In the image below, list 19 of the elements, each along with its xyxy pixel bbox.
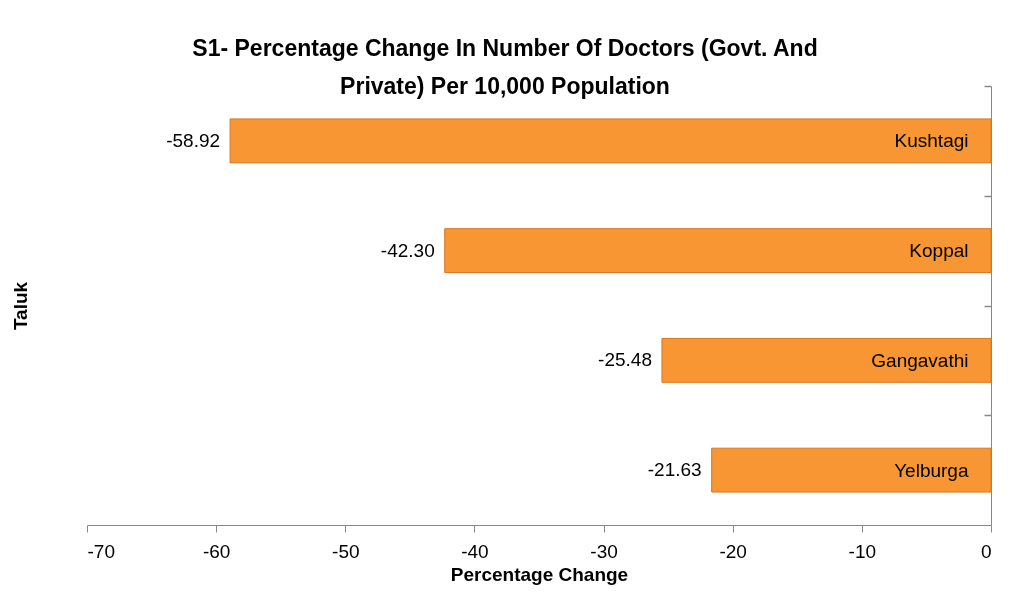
x-tick-label: 0	[980, 540, 992, 562]
data-label: -58.92	[166, 129, 221, 151]
data-label: -42.30	[380, 239, 435, 261]
y-tick-label: Kushtagi	[894, 130, 969, 152]
y-tick-label: Yelburga	[894, 459, 969, 481]
chart-title: S1- Percentage Change In Number Of Doctors (Govt. And Private) Per 10,000 Population	[192, 35, 818, 100]
x-axis-title: Percentage Change	[450, 563, 629, 585]
x-tick-label: -40	[461, 540, 489, 562]
y-tick-label: Gangavathi	[871, 349, 969, 371]
y-axis-title: Taluk	[9, 281, 31, 331]
x-tick-label: -60	[202, 540, 231, 562]
x-tick-label: -50	[332, 540, 360, 562]
x-tick-label: -20	[719, 540, 747, 562]
x-tick-label: -10	[848, 540, 877, 562]
x-tick-label: -30	[590, 540, 618, 562]
y-tick-label: Koppal	[909, 240, 969, 262]
x-tick-label: -70	[87, 540, 115, 562]
data-label: -25.48	[598, 349, 652, 371]
data-label: -21.63	[647, 459, 702, 481]
